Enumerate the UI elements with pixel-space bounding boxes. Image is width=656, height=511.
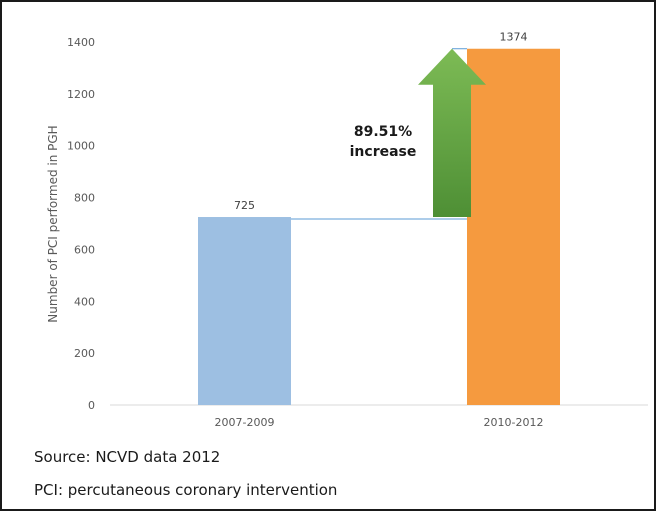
bar-2007-2009 [198,217,291,405]
increase-arrow-icon [418,48,486,218]
y-axis-label: Number of PCI performed in PGH [46,125,60,322]
data-label: 725 [234,199,255,212]
increase-percent-label: 89.51% [354,124,412,140]
x-tick-label: 2010-2012 [484,416,544,429]
y-tick-label: 1400 [67,36,95,49]
x-tick-label: 2007-2009 [215,416,275,429]
y-tick-label: 1000 [67,140,95,153]
source-caption: Source: NCVD data 2012 [34,448,221,466]
y-tick-label: 0 [88,399,95,412]
definition-caption: PCI: percutaneous coronary intervention [34,481,338,499]
y-tick-label: 400 [74,295,95,308]
bar-chart: Number of PCI performed in PGH 0 200 400 60… [46,31,648,429]
y-tick-label: 200 [74,347,95,360]
increase-word-label: increase [350,144,417,160]
y-tick-label: 600 [74,243,95,256]
y-tick-label: 1200 [67,88,95,101]
y-tick-label: 800 [74,192,95,205]
data-label: 1374 [500,31,528,44]
bar-2010-2012 [467,48,560,406]
